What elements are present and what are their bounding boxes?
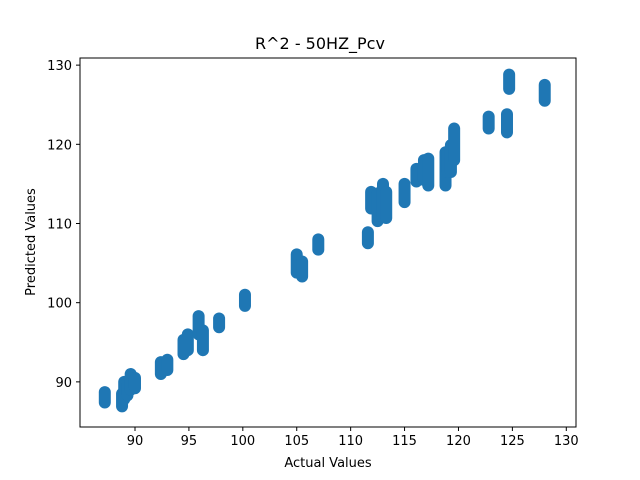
x-axis-label: Actual Values — [284, 456, 372, 471]
x-tick-label: 95 — [181, 434, 198, 449]
x-tick-label: 105 — [284, 434, 309, 449]
x-tick-label: 100 — [230, 434, 255, 449]
chart-title: R^2 - 50HZ_Pcv — [255, 34, 385, 54]
x-tick-label: 125 — [500, 434, 525, 449]
data-points — [98, 68, 551, 413]
x-tick-label: 110 — [338, 434, 363, 449]
x-tick-label: 130 — [554, 434, 579, 449]
y-axis-label: Predicted Values — [24, 188, 39, 296]
y-axis: 90 100 110 120 130 — [47, 59, 80, 391]
x-tick-label: 120 — [446, 434, 471, 449]
plot-frame — [79, 57, 577, 428]
y-tick-label: 90 — [55, 376, 72, 391]
y-tick-label: 100 — [47, 297, 72, 312]
y-tick-label: 110 — [47, 217, 72, 232]
x-axis: 90 95 100 105 110 115 120 125 130 — [127, 427, 579, 449]
y-tick-label: 120 — [47, 138, 72, 153]
y-tick-label: 130 — [47, 59, 72, 74]
x-tick-label: 115 — [392, 434, 417, 449]
x-tick-label: 90 — [127, 434, 144, 449]
